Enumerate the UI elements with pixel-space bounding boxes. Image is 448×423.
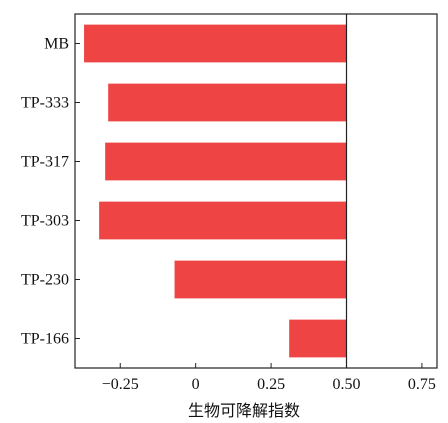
x-tick-label: 0 [192,376,200,393]
y-tick-label: TP-166 [21,331,69,348]
y-tick-label: TP-317 [21,154,69,171]
y-tick-label: TP-303 [21,213,69,230]
y-tick-label: MB [44,36,69,53]
y-tick-label: TP-230 [21,272,69,289]
x-tick-label: 0.75 [408,376,436,393]
bar-tp-166 [289,319,347,358]
bars-group [84,24,347,358]
bar-tp-303 [99,201,347,240]
bar-mb [84,24,347,63]
y-tick-label: TP-333 [21,95,69,112]
x-ticks-group: −0.25 0 0.25 0.50 0.75 [102,363,436,393]
plot-frame [74,13,438,369]
x-tick-label: 0.50 [333,376,361,393]
bar-tp-230 [174,260,347,299]
x-axis-title: 生物可降解指数 [188,401,300,420]
bar-tp-333 [108,83,347,122]
bar-tp-317 [105,142,347,181]
x-tick-label: −0.25 [102,376,139,393]
x-tick-label: 0.25 [257,376,285,393]
y-ticks-group: MB TP-333 TP-317 TP-303 TP-230 TP-166 [21,36,80,348]
